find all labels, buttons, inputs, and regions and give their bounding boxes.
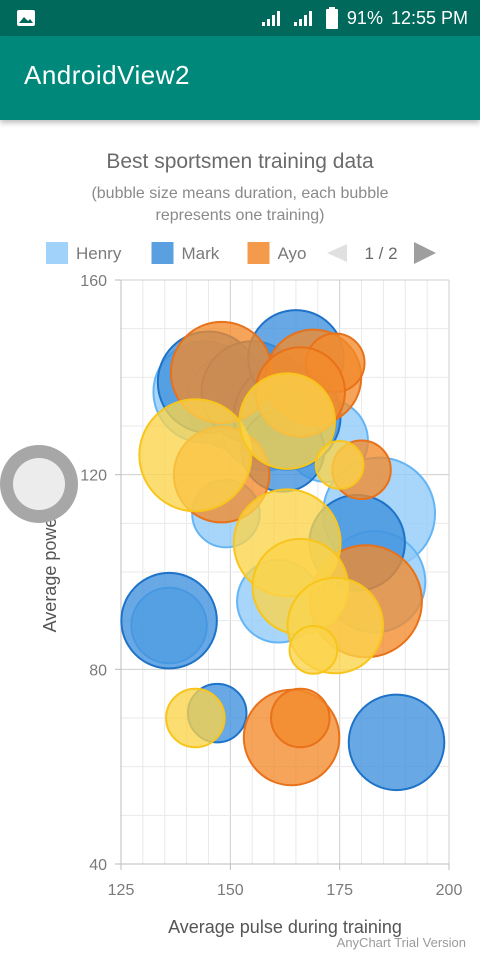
legend-page-indicator: 1 / 2 [364, 244, 397, 263]
battery-icon [325, 7, 338, 29]
bubble-series-4[interactable] [138, 398, 253, 513]
legend-swatch [46, 242, 68, 264]
y-axis-title: Average power [40, 512, 60, 633]
bubble-series-4[interactable] [288, 624, 339, 675]
chart-title: Best sportsmen training data [106, 150, 374, 173]
clock: 12:55 PM [390, 7, 468, 28]
status-bar: 91% 12:55 PM [0, 0, 480, 36]
legend-swatch [151, 242, 174, 264]
signal-icon [261, 11, 280, 26]
watermark: AnyChart Trial Version [336, 935, 466, 950]
y-tick-label: 160 [80, 273, 107, 290]
x-tick-label: 175 [326, 882, 353, 899]
floating-handle-inner [13, 458, 65, 510]
x-tick-label: 150 [217, 882, 244, 899]
y-tick-label: 40 [89, 857, 107, 874]
y-tick-label: 80 [89, 662, 107, 679]
bubble-mark[interactable] [347, 693, 446, 792]
y-tick-label: 120 [80, 468, 107, 485]
legend-item-label[interactable]: Mark [182, 244, 220, 263]
bubble-ayo[interactable] [270, 687, 331, 749]
legend-item-label[interactable]: Henry [76, 244, 122, 263]
bubble-series-4[interactable] [238, 372, 336, 470]
x-tick-label: 125 [108, 882, 135, 899]
chart-subtitle: (bubble size means duration, each bubble… [0, 183, 480, 227]
signal-icon [293, 11, 312, 26]
floating-handle[interactable] [0, 445, 78, 523]
bubble-series-4[interactable] [314, 440, 365, 490]
app-title: AndroidView2 [24, 60, 190, 90]
chart-subtitle-line: (bubble size means duration, each bubble [91, 185, 389, 202]
image-icon [17, 10, 35, 26]
legend-item-label[interactable]: Ayo [278, 244, 307, 263]
bubble-series-4[interactable] [165, 687, 226, 749]
x-axis-title: Average pulse during training [168, 917, 402, 937]
app-bar: AndroidView2 [0, 36, 480, 120]
bubble-mark[interactable] [120, 571, 218, 670]
status-right: 91% 12:55 PM [261, 0, 468, 36]
x-tick-label: 200 [436, 882, 463, 899]
battery-level: 91% [346, 7, 383, 28]
legend-prev-icon[interactable] [327, 244, 347, 262]
chart-subtitle-line: represents one training) [155, 207, 325, 224]
legend-next-icon[interactable] [414, 242, 436, 264]
legend-swatch [247, 242, 270, 264]
